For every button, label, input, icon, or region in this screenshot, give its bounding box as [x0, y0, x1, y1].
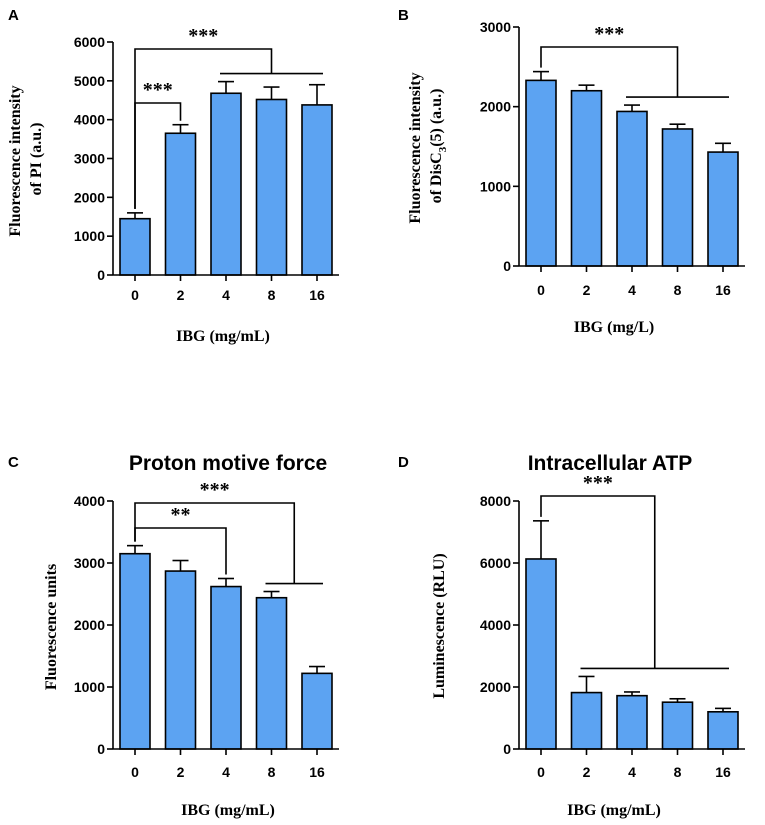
significance-bracket — [134, 527, 227, 575]
x-tick-label: 4 — [628, 764, 636, 780]
bar — [707, 151, 739, 267]
bar — [707, 710, 739, 750]
y-tick-label: 3000 — [74, 151, 105, 167]
bar — [661, 701, 694, 750]
panel-letter-a: A — [8, 7, 19, 24]
bar — [616, 110, 648, 267]
bar — [255, 98, 288, 276]
x-tick-label: 0 — [131, 764, 139, 780]
x-tick-label: 0 — [131, 287, 139, 303]
y-tick-label: 2000 — [74, 189, 105, 205]
y-tick-label: 4000 — [74, 112, 105, 128]
x-axis-title-a: IBG (mg/mL) — [176, 328, 270, 345]
y-tick-label: 0 — [97, 741, 105, 757]
x-axis-title-b: IBG (mg/L) — [574, 319, 654, 336]
bar — [525, 79, 557, 267]
x-tick-label: 0 — [537, 764, 545, 780]
y-tick-label: 6000 — [480, 555, 511, 571]
x-tick-label: 4 — [222, 287, 230, 303]
bar — [616, 694, 648, 750]
x-tick-label: 2 — [583, 764, 591, 780]
y-tick-label: 2000 — [74, 617, 105, 633]
bar — [164, 570, 197, 750]
y-axis-title-d: Luminescence (RLU) — [431, 553, 448, 698]
y-tick-label: 6000 — [74, 34, 105, 50]
chart-title-d: Intracellular ATP — [528, 452, 693, 475]
bar — [255, 596, 288, 750]
bar — [210, 92, 242, 276]
bar — [210, 585, 242, 750]
y-tick-label: 0 — [503, 741, 511, 757]
y-axis-title-a: Fluorescence intensity of PI (a.u.) — [7, 81, 45, 236]
x-axis-title-d: IBG (mg/mL) — [567, 802, 661, 819]
y-tick-label: 5000 — [74, 73, 105, 89]
significance-bracket — [134, 502, 296, 584]
panel-letter-d: D — [398, 454, 409, 471]
bar — [164, 132, 197, 276]
bar — [525, 558, 557, 750]
significance-label: *** — [143, 79, 173, 101]
significance-label: *** — [583, 472, 613, 494]
x-axis-title-c: IBG (mg/mL) — [181, 802, 275, 819]
bar — [570, 691, 603, 750]
x-tick-label: 16 — [309, 764, 325, 780]
panel-c: C Proton motive force Fluorescence units… — [8, 452, 339, 819]
x-tick-label: 8 — [268, 764, 276, 780]
significance-bracket — [540, 46, 679, 98]
significance-bracket — [134, 102, 182, 209]
plot-d: 0 2000 4000 6000 8000 0 2 4 8 16 *** — [480, 472, 745, 780]
y-tick-label: 2000 — [480, 679, 511, 695]
y-tick-label: 4000 — [74, 493, 105, 509]
x-tick-label: 8 — [674, 282, 682, 298]
x-tick-label: 16 — [715, 764, 731, 780]
panel-b: B Fluorescence intensity of DisC3(5) (a.… — [398, 7, 745, 336]
x-tick-label: 2 — [177, 287, 185, 303]
y-tick-label: 1000 — [74, 228, 105, 244]
chart-title-c: Proton motive force — [129, 452, 327, 475]
y-tick-label: 2000 — [480, 99, 511, 115]
y-tick-label: 1000 — [480, 178, 511, 194]
bar — [301, 672, 333, 750]
x-tick-label: 2 — [583, 282, 591, 298]
x-tick-label: 4 — [222, 764, 230, 780]
y-axis-title-b: Fluorescence intensity of DisC3(5) (a.u.… — [407, 68, 449, 223]
significance-bracket — [540, 495, 656, 669]
panel-d: D Intracellular ATP Luminescence (RLU) I… — [398, 452, 745, 819]
significance-label: *** — [188, 25, 218, 47]
y-tick-label: 4000 — [480, 617, 511, 633]
y-tick-label: 3000 — [74, 555, 105, 571]
bar — [570, 89, 603, 267]
bar — [119, 217, 151, 276]
y-tick-label: 0 — [97, 267, 105, 283]
x-tick-label: 4 — [628, 282, 636, 298]
y-tick-label: 3000 — [480, 19, 511, 35]
panel-letter-c: C — [8, 454, 19, 471]
x-tick-label: 2 — [177, 764, 185, 780]
significance-label: *** — [594, 23, 624, 45]
plot-b: 0 1000 2000 3000 0 2 4 8 16 *** — [480, 19, 745, 298]
x-tick-label: 16 — [715, 282, 731, 298]
x-tick-label: 0 — [537, 282, 545, 298]
y-tick-label: 0 — [503, 258, 511, 274]
x-tick-label: 16 — [309, 287, 325, 303]
significance-label: ** — [171, 504, 191, 526]
y-tick-label: 1000 — [74, 679, 105, 695]
y-tick-label: 8000 — [480, 493, 511, 509]
significance-label: *** — [200, 479, 230, 501]
panel-a: A Fluorescence intensity of PI (a.u.) IB… — [7, 7, 339, 345]
plot-a: 0 1000 2000 3000 4000 5000 6000 0 2 4 8 16 *** *** — [74, 25, 339, 303]
x-tick-label: 8 — [268, 287, 276, 303]
y-axis-title-c: Fluorescence units — [43, 564, 60, 690]
bar — [301, 104, 333, 276]
bar — [661, 128, 694, 267]
x-tick-label: 8 — [674, 764, 682, 780]
bar — [119, 552, 151, 750]
panel-letter-b: B — [398, 7, 409, 24]
